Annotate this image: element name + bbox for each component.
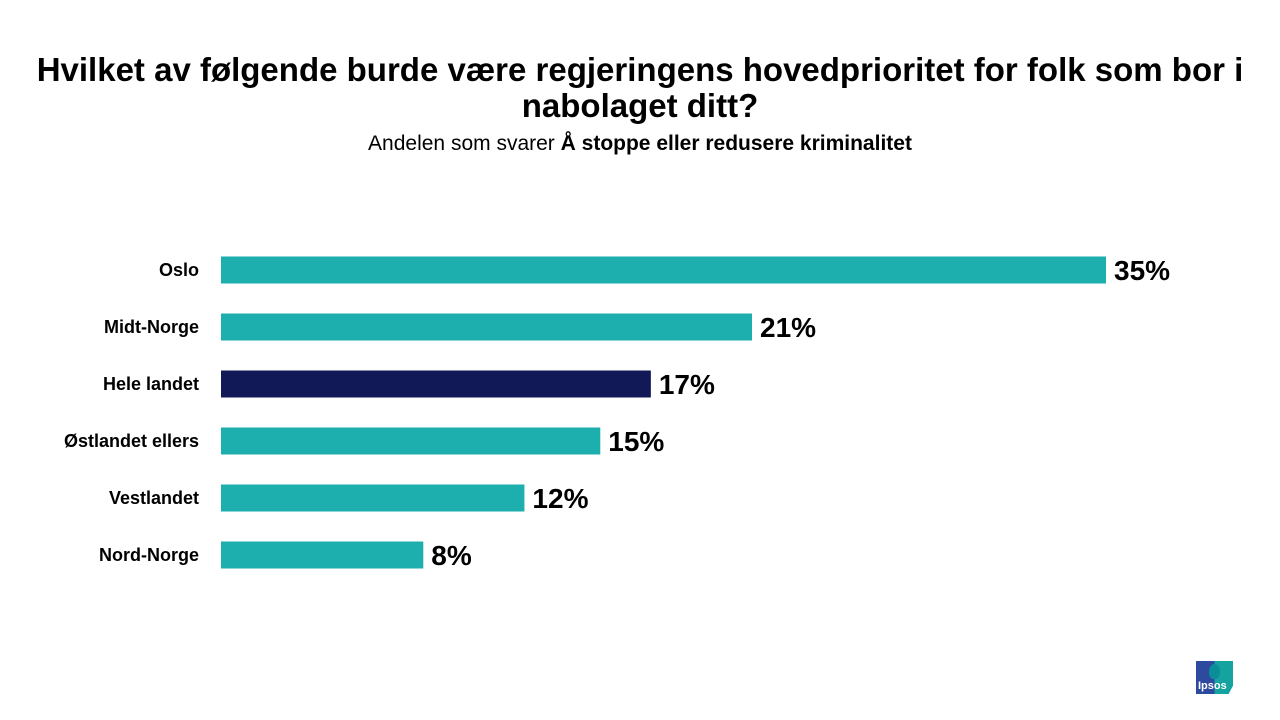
subtitle-prefix: Andelen som svarer — [368, 132, 555, 155]
category-label: Nord-Norge — [99, 545, 199, 565]
category-label: Midt-Norge — [104, 317, 199, 337]
bar-oslo — [221, 256, 1106, 284]
data-label: 12% — [532, 483, 588, 514]
bar-nord-norge — [221, 541, 424, 569]
subtitle-bold: Å stoppe eller redusere kriminalitet — [560, 132, 912, 155]
category-label: Østlandet ellers — [64, 431, 199, 451]
data-label: 8% — [431, 540, 472, 571]
bar-midt-norge — [221, 313, 752, 341]
bar-østlandet-ellers — [221, 427, 601, 455]
data-label: 21% — [760, 312, 816, 343]
chart-title: Hvilket av følgende burde være regjering… — [36, 51, 1244, 124]
category-label: Vestlandet — [109, 488, 199, 508]
category-label: Hele landet — [103, 374, 199, 394]
bar-hele-landet — [221, 370, 651, 398]
data-label: 35% — [1114, 255, 1170, 286]
ipsos-logo: Ipsos — [1196, 661, 1233, 694]
data-label: 15% — [608, 426, 664, 457]
bar-vestlandet — [221, 484, 525, 512]
chart-subtitle: Andelen som svarer Å stoppe eller reduse… — [0, 132, 1280, 156]
data-label: 17% — [659, 369, 715, 400]
category-label: Oslo — [159, 260, 199, 280]
